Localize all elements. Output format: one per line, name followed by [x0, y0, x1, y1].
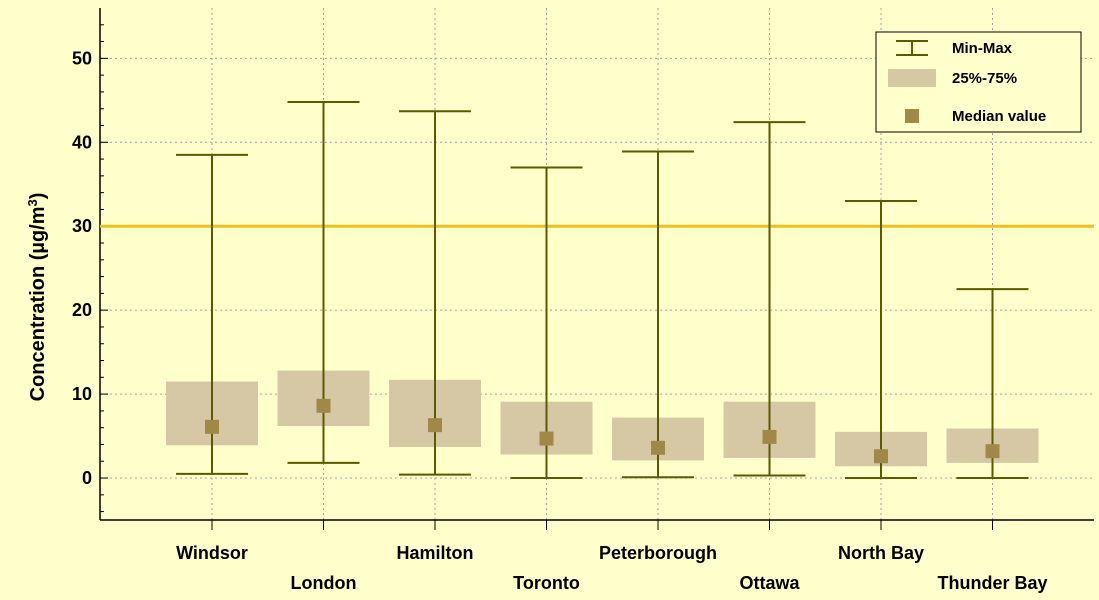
median-marker [651, 440, 665, 455]
boxplot-item [835, 200, 927, 480]
legend-label: 25%-75% [952, 70, 1017, 87]
median-marker [762, 429, 777, 444]
x-category-label: Toronto [513, 573, 580, 593]
y-tick-label: 10 [72, 384, 92, 404]
legend-iqr-symbol [888, 69, 936, 87]
boxplot-item [946, 288, 1039, 480]
median-marker [316, 398, 331, 413]
x-category-label: North Bay [838, 543, 924, 563]
x-category-label: Peterborough [599, 543, 717, 563]
median-marker [539, 431, 554, 446]
x-category-label: London [291, 573, 357, 593]
y-axis-title-main: Concentration (µg/m [27, 207, 49, 402]
boxplot-item [166, 153, 258, 475]
boxplot-item [612, 150, 704, 479]
boxplot-item [723, 121, 816, 477]
legend: Min-Max 25%-75% Median value [875, 31, 1082, 133]
y-tick-label: 30 [72, 216, 92, 236]
y-axis-title-close: ) [27, 193, 49, 200]
x-category-label: Hamilton [396, 543, 473, 563]
y-axis: 0 10 20 30 40 50 [72, 8, 108, 520]
legend-label: Min-Max [952, 40, 1013, 57]
y-tick-label: 40 [72, 132, 92, 152]
boxplot-series [166, 101, 1039, 480]
legend-median-symbol [905, 109, 919, 123]
x-axis: Windsor London Hamilton Toronto Peterborough… [100, 519, 1094, 593]
median-marker [874, 449, 888, 464]
median-marker [205, 419, 219, 434]
x-category-label: Ottawa [739, 573, 800, 593]
boxplot-item [277, 101, 370, 464]
y-tick-label: 0 [82, 468, 92, 488]
median-marker [428, 418, 442, 433]
x-category-label: Windsor [176, 543, 248, 563]
median-marker [985, 444, 1000, 459]
y-axis-title-sup: 3 [25, 199, 40, 206]
y-axis-title: Concentration (µg/m3) [25, 193, 50, 402]
boxplot-item [500, 166, 593, 480]
x-category-label: Thunder Bay [937, 573, 1047, 593]
y-tick-label: 50 [72, 48, 92, 68]
boxplot-item [389, 110, 481, 476]
legend-label: Median value [952, 108, 1046, 125]
y-tick-label: 20 [72, 300, 92, 320]
